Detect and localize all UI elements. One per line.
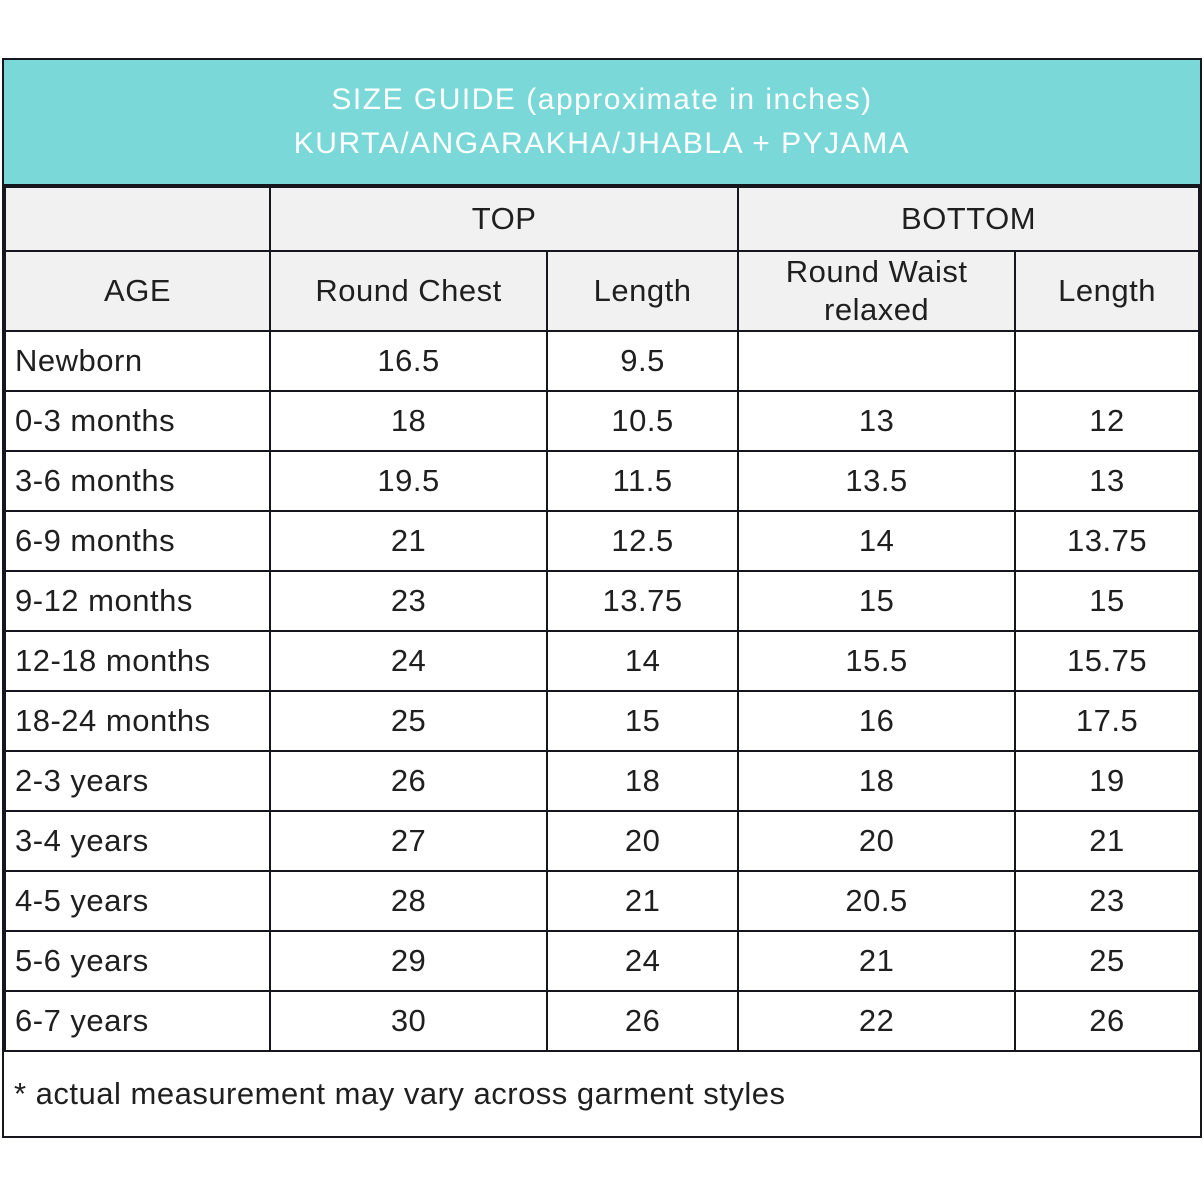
bottom-round-waist-cell: 22 — [737, 990, 1017, 1052]
title-line-2: KURTA/ANGARAKHA/JHABLA + PYJAMA — [293, 127, 911, 160]
table-row: 18-24 months 25 15 16 17.5 — [3, 690, 1200, 752]
bottom-round-waist-cell: 15.5 — [737, 630, 1017, 692]
age-cell: 3-6 months — [3, 450, 272, 512]
bottom-length-cell — [1014, 330, 1200, 392]
top-length-cell: 24 — [546, 930, 740, 992]
top-round-chest-cell: 23 — [269, 570, 549, 632]
age-cell: 5-6 years — [3, 930, 272, 992]
column-header-row: AGE Round Chest Length Round Waist relax… — [3, 250, 1200, 332]
title-line-1: SIZE GUIDE (approximate in inches) — [331, 83, 873, 116]
age-cell: 18-24 months — [3, 690, 272, 752]
top-round-chest-cell: 21 — [269, 510, 549, 572]
age-cell: 9-12 months — [3, 570, 272, 632]
bottom-length-cell: 19 — [1014, 750, 1200, 812]
table-row: 12-18 months 24 14 15.5 15.75 — [3, 630, 1200, 692]
top-length-cell: 14 — [546, 630, 740, 692]
top-round-chest-cell: 29 — [269, 930, 549, 992]
top-round-chest-cell: 24 — [269, 630, 549, 692]
table-row: 4-5 years 28 21 20.5 23 — [3, 870, 1200, 932]
top-length-cell: 26 — [546, 990, 740, 1052]
bottom-round-waist-cell: 15 — [737, 570, 1017, 632]
age-cell: 0-3 months — [3, 390, 272, 452]
group-header-row: TOP BOTTOM — [3, 186, 1200, 252]
top-length-cell: 12.5 — [546, 510, 740, 572]
age-cell: 3-4 years — [3, 810, 272, 872]
age-cell: 6-7 years — [3, 990, 272, 1052]
bottom-round-waist-cell: 18 — [737, 750, 1017, 812]
column-header-age: AGE — [3, 250, 272, 332]
bottom-length-cell: 12 — [1014, 390, 1200, 452]
bottom-length-cell: 17.5 — [1014, 690, 1200, 752]
bottom-round-waist-cell: 13.5 — [737, 450, 1017, 512]
table-row: 3-6 months 19.5 11.5 13.5 13 — [3, 450, 1200, 512]
top-length-cell: 10.5 — [546, 390, 740, 452]
top-length-cell: 21 — [546, 870, 740, 932]
age-cell: 6-9 months — [3, 510, 272, 572]
table-row: 2-3 years 26 18 18 19 — [3, 750, 1200, 812]
bottom-length-cell: 13.75 — [1014, 510, 1200, 572]
table-row: 6-9 months 21 12.5 14 13.75 — [3, 510, 1200, 572]
top-round-chest-cell: 28 — [269, 870, 549, 932]
age-cell: Newborn — [3, 330, 272, 392]
bottom-round-waist-cell: 20.5 — [737, 870, 1017, 932]
bottom-round-waist-cell: 13 — [737, 390, 1017, 452]
top-length-cell: 18 — [546, 750, 740, 812]
age-cell: 12-18 months — [3, 630, 272, 692]
top-length-cell: 11.5 — [546, 450, 740, 512]
bottom-length-cell: 23 — [1014, 870, 1200, 932]
top-round-chest-cell: 18 — [269, 390, 549, 452]
size-guide-sheet: SIZE GUIDE (approximate in inches) KURTA… — [2, 58, 1202, 1138]
bottom-length-cell: 13 — [1014, 450, 1200, 512]
table-row: 6-7 years 30 26 22 26 — [3, 990, 1200, 1052]
bottom-round-waist-cell — [737, 330, 1017, 392]
age-cell: 2-3 years — [3, 750, 272, 812]
bottom-round-waist-cell: 16 — [737, 690, 1017, 752]
bottom-round-waist-cell: 21 — [737, 930, 1017, 992]
top-round-chest-cell: 16.5 — [269, 330, 549, 392]
bottom-length-cell: 15.75 — [1014, 630, 1200, 692]
column-header-top-length: Length — [546, 250, 740, 332]
table-row: Newborn 16.5 9.5 — [3, 330, 1200, 392]
footnote: * actual measurement may vary across gar… — [4, 1052, 1200, 1136]
table-row: 0-3 months 18 10.5 13 12 — [3, 390, 1200, 452]
group-header-age-spacer — [3, 186, 272, 252]
top-round-chest-cell: 19.5 — [269, 450, 549, 512]
top-round-chest-cell: 30 — [269, 990, 549, 1052]
group-header-bottom: BOTTOM — [737, 186, 1200, 252]
size-table: TOP BOTTOM AGE Round Chest Length Round … — [3, 186, 1200, 1052]
table-row: 3-4 years 27 20 20 21 — [3, 810, 1200, 872]
bottom-length-cell: 21 — [1014, 810, 1200, 872]
bottom-length-cell: 26 — [1014, 990, 1200, 1052]
bottom-round-waist-cell: 14 — [737, 510, 1017, 572]
column-header-round-waist: Round Waist relaxed — [737, 250, 1017, 332]
top-length-cell: 20 — [546, 810, 740, 872]
table-row: 5-6 years 29 24 21 25 — [3, 930, 1200, 992]
column-header-bottom-length: Length — [1014, 250, 1200, 332]
top-length-cell: 13.75 — [546, 570, 740, 632]
group-header-top: TOP — [269, 186, 740, 252]
title-banner: SIZE GUIDE (approximate in inches) KURTA… — [4, 60, 1200, 186]
top-round-chest-cell: 25 — [269, 690, 549, 752]
bottom-length-cell: 15 — [1014, 570, 1200, 632]
top-round-chest-cell: 26 — [269, 750, 549, 812]
column-header-round-chest: Round Chest — [269, 250, 549, 332]
top-length-cell: 9.5 — [546, 330, 740, 392]
age-cell: 4-5 years — [3, 870, 272, 932]
top-length-cell: 15 — [546, 690, 740, 752]
table-row: 9-12 months 23 13.75 15 15 — [3, 570, 1200, 632]
bottom-length-cell: 25 — [1014, 930, 1200, 992]
bottom-round-waist-cell: 20 — [737, 810, 1017, 872]
top-round-chest-cell: 27 — [269, 810, 549, 872]
